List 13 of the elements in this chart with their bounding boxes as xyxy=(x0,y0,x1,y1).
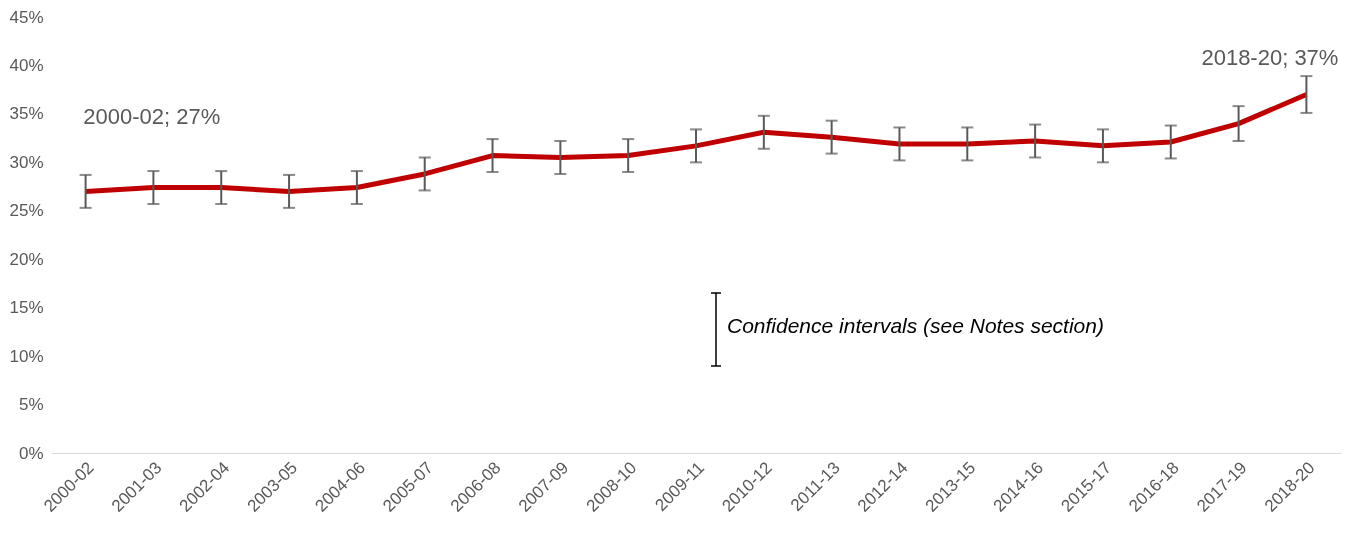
y-tick-label: 20% xyxy=(9,249,44,269)
y-tick-label: 30% xyxy=(9,152,44,172)
annotation: 2000-02; 27% xyxy=(83,104,221,130)
annotation: Confidence intervals (see Notes section) xyxy=(726,313,1104,337)
y-tick-label: 35% xyxy=(9,104,44,124)
y-tick-label: 5% xyxy=(18,395,44,415)
y-tick-label: 15% xyxy=(9,298,44,318)
y-tick-label: 45% xyxy=(9,7,44,27)
y-tick-label: 0% xyxy=(18,443,44,463)
annotation: 2018-20; 37% xyxy=(1201,45,1339,71)
y-tick-label: 25% xyxy=(9,201,44,221)
y-tick-label: 10% xyxy=(9,346,44,366)
y-tick-label: 40% xyxy=(9,55,44,75)
